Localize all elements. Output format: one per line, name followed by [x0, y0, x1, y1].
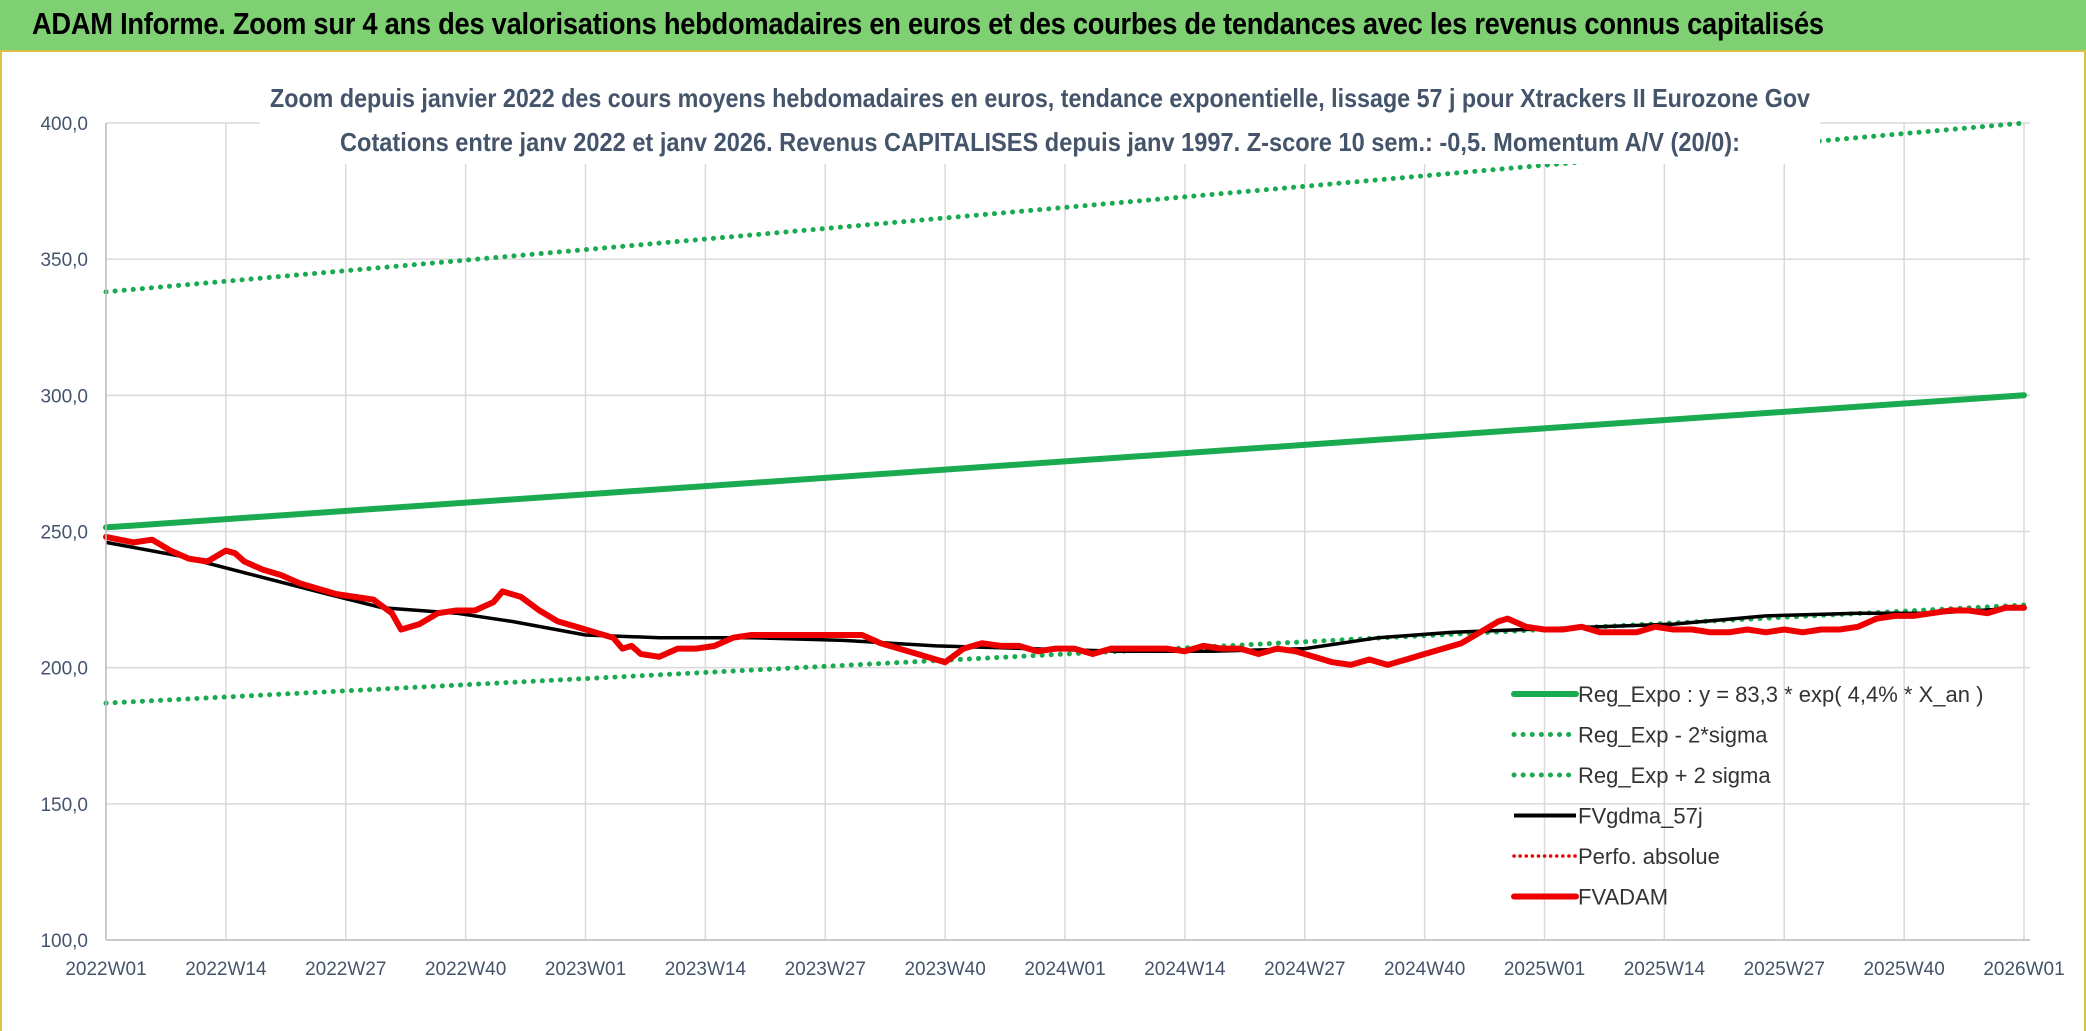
x-tick-label: 2024W40 — [1384, 959, 1465, 980]
x-tick-label: 2022W01 — [65, 959, 146, 980]
grid-layer — [105, 122, 2030, 941]
legend-label: Perfo. absolue — [1578, 844, 1720, 869]
axis-layer: 100,0 150,0 200,0 250,0 300,0 350,0 400,0 2022W… — [40, 114, 2064, 980]
legend-label: FVgdma_57j — [1578, 804, 1703, 829]
subtitle-backdrop — [260, 80, 1820, 164]
x-tick-label: 2022W40 — [425, 959, 506, 980]
series-line-reg-expo-y-83-3-exp-4-4-x-an — [103, 392, 2027, 531]
y-tick-label: 350,0 — [40, 250, 88, 271]
legend-label: Reg_Exp - 2*sigma — [1578, 723, 1768, 748]
x-tick-label: 2022W27 — [305, 959, 386, 980]
y-tick-label: 100,0 — [40, 931, 88, 952]
x-tick-label: 2023W01 — [545, 959, 626, 980]
x-tick-label: 2025W14 — [1624, 959, 1706, 980]
series-layer — [103, 120, 2027, 706]
x-tick-label: 2024W27 — [1264, 959, 1345, 980]
x-tick-label: 2025W40 — [1863, 959, 1944, 980]
legend-label: Reg_Expo : y = 83,3 * exp( 4,4% * X_an ) — [1578, 682, 1983, 707]
series-line-fvadam — [103, 533, 2027, 668]
x-tick-label: 2022W14 — [185, 959, 267, 980]
legend: Reg_Expo : y = 83,3 * exp( 4,4% * X_an )… — [1511, 682, 1983, 910]
x-tick-label: 2024W14 — [1144, 959, 1226, 980]
chart-subtitle: Cotations entre janv 2022 et janv 2026. … — [340, 127, 1740, 157]
x-tick-label: 2023W14 — [665, 959, 747, 980]
title-banner: ADAM Informe. Zoom sur 4 ans des valoris… — [0, 0, 2086, 52]
x-tick-label: 2025W27 — [1744, 959, 1825, 980]
chart-frame — [0, 52, 2086, 1031]
legend-label: FVADAM — [1578, 885, 1668, 910]
x-tick-label: 2023W40 — [904, 959, 985, 980]
x-tick-label: 2026W01 — [1983, 959, 2064, 980]
x-tick-label: 2023W27 — [785, 959, 866, 980]
y-tick-label: 400,0 — [40, 114, 88, 135]
y-tick-label: 150,0 — [40, 795, 88, 816]
series-line-reg-exp-2-sigma — [103, 120, 2027, 295]
y-tick-label: 300,0 — [40, 386, 88, 407]
chart-title: Zoom depuis janvier 2022 des cours moyen… — [270, 83, 1810, 113]
x-tick-label: 2025W01 — [1504, 959, 1585, 980]
y-tick-label: 200,0 — [40, 659, 88, 680]
x-tick-label: 2024W01 — [1024, 959, 1105, 980]
legend-label: Reg_Exp + 2 sigma — [1578, 763, 1771, 788]
y-tick-label: 250,0 — [40, 523, 88, 544]
banner-title: ADAM Informe. Zoom sur 4 ans des valoris… — [32, 6, 1824, 41]
